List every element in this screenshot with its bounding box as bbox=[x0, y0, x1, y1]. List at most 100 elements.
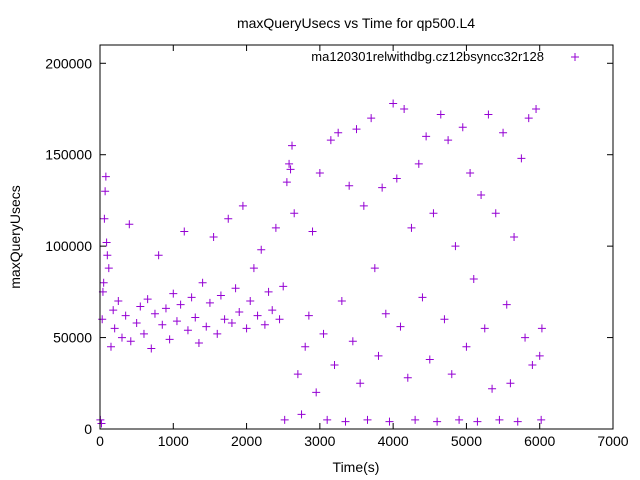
data-point bbox=[348, 337, 357, 346]
points-layer bbox=[96, 99, 546, 428]
data-point bbox=[297, 410, 306, 419]
x-tick-label: 7000 bbox=[597, 433, 628, 449]
data-point bbox=[521, 333, 530, 342]
data-point bbox=[279, 282, 288, 291]
x-tick-label: 2000 bbox=[231, 433, 262, 449]
data-point bbox=[352, 125, 361, 134]
data-point bbox=[106, 342, 115, 351]
data-point bbox=[275, 315, 284, 324]
data-point bbox=[532, 105, 541, 113]
data-point bbox=[444, 136, 453, 145]
data-point bbox=[136, 302, 145, 311]
data-point bbox=[100, 214, 109, 223]
data-point bbox=[455, 415, 464, 424]
data-point bbox=[202, 322, 211, 331]
data-point bbox=[103, 251, 112, 260]
data-point bbox=[117, 333, 126, 342]
data-point bbox=[363, 415, 372, 424]
data-point bbox=[451, 242, 460, 251]
data-point bbox=[158, 320, 167, 329]
data-point bbox=[433, 417, 442, 426]
y-tick-label: 100000 bbox=[45, 238, 92, 254]
data-point bbox=[114, 297, 123, 305]
legend-marker bbox=[571, 53, 579, 61]
data-point bbox=[378, 183, 387, 192]
data-point bbox=[447, 370, 456, 379]
data-point bbox=[480, 324, 489, 333]
data-point bbox=[301, 342, 310, 351]
x-tick-label: 5000 bbox=[451, 433, 482, 449]
data-point bbox=[183, 326, 192, 335]
data-point bbox=[330, 361, 339, 369]
data-point bbox=[280, 415, 289, 424]
data-point bbox=[125, 220, 134, 229]
data-point bbox=[154, 251, 163, 260]
data-point bbox=[282, 178, 291, 187]
data-point bbox=[484, 110, 493, 119]
data-point bbox=[491, 209, 500, 218]
data-point bbox=[169, 289, 178, 298]
data-point bbox=[198, 278, 207, 287]
y-axis-label: maxQueryUsecs bbox=[7, 185, 23, 288]
data-point bbox=[147, 344, 156, 353]
data-point bbox=[97, 419, 106, 428]
data-point bbox=[473, 417, 482, 426]
data-point bbox=[396, 322, 405, 331]
data-point bbox=[334, 128, 343, 137]
data-point bbox=[537, 324, 546, 333]
x-tick-label: 6000 bbox=[524, 433, 555, 449]
data-point bbox=[510, 233, 519, 241]
data-point bbox=[268, 306, 277, 315]
data-point bbox=[104, 264, 113, 273]
data-point bbox=[213, 329, 222, 338]
data-point bbox=[109, 306, 118, 315]
data-point bbox=[411, 415, 420, 424]
data-point bbox=[110, 324, 119, 333]
data-point bbox=[341, 417, 350, 426]
data-point bbox=[499, 128, 508, 137]
data-point bbox=[257, 245, 266, 254]
data-point bbox=[161, 304, 170, 313]
data-point bbox=[235, 307, 244, 316]
data-point bbox=[121, 311, 130, 320]
data-point bbox=[502, 300, 511, 309]
x-tick-label: 0 bbox=[96, 433, 104, 449]
data-point bbox=[466, 169, 475, 177]
data-point bbox=[126, 337, 135, 346]
data-point bbox=[315, 169, 324, 177]
data-point bbox=[271, 223, 280, 232]
legend-label: ma120301relwithdbg.cz12bsyncc32r128 bbox=[311, 49, 544, 64]
data-point bbox=[308, 227, 317, 236]
data-point bbox=[422, 132, 431, 141]
data-point bbox=[359, 201, 368, 210]
x-tick-label: 3000 bbox=[304, 433, 335, 449]
data-point bbox=[286, 165, 295, 174]
data-point bbox=[187, 293, 196, 302]
data-point bbox=[323, 415, 332, 424]
legend-marker-symbol bbox=[571, 53, 579, 61]
data-point bbox=[367, 114, 376, 123]
data-point bbox=[180, 227, 189, 236]
data-point bbox=[477, 190, 486, 199]
data-point bbox=[403, 373, 412, 382]
data-point bbox=[260, 320, 269, 329]
data-point bbox=[528, 361, 537, 369]
data-point bbox=[495, 415, 504, 424]
data-point bbox=[242, 324, 251, 333]
data-point bbox=[132, 318, 141, 327]
x-tick-label: 4000 bbox=[378, 433, 409, 449]
data-point bbox=[165, 335, 174, 344]
data-point bbox=[249, 264, 258, 273]
data-point bbox=[246, 297, 255, 305]
data-point bbox=[535, 351, 544, 360]
data-point bbox=[194, 339, 203, 348]
data-point bbox=[319, 329, 328, 338]
data-point bbox=[524, 114, 533, 123]
data-point bbox=[392, 174, 401, 183]
data-point bbox=[102, 238, 111, 247]
data-point bbox=[374, 351, 383, 360]
data-point bbox=[304, 311, 313, 320]
